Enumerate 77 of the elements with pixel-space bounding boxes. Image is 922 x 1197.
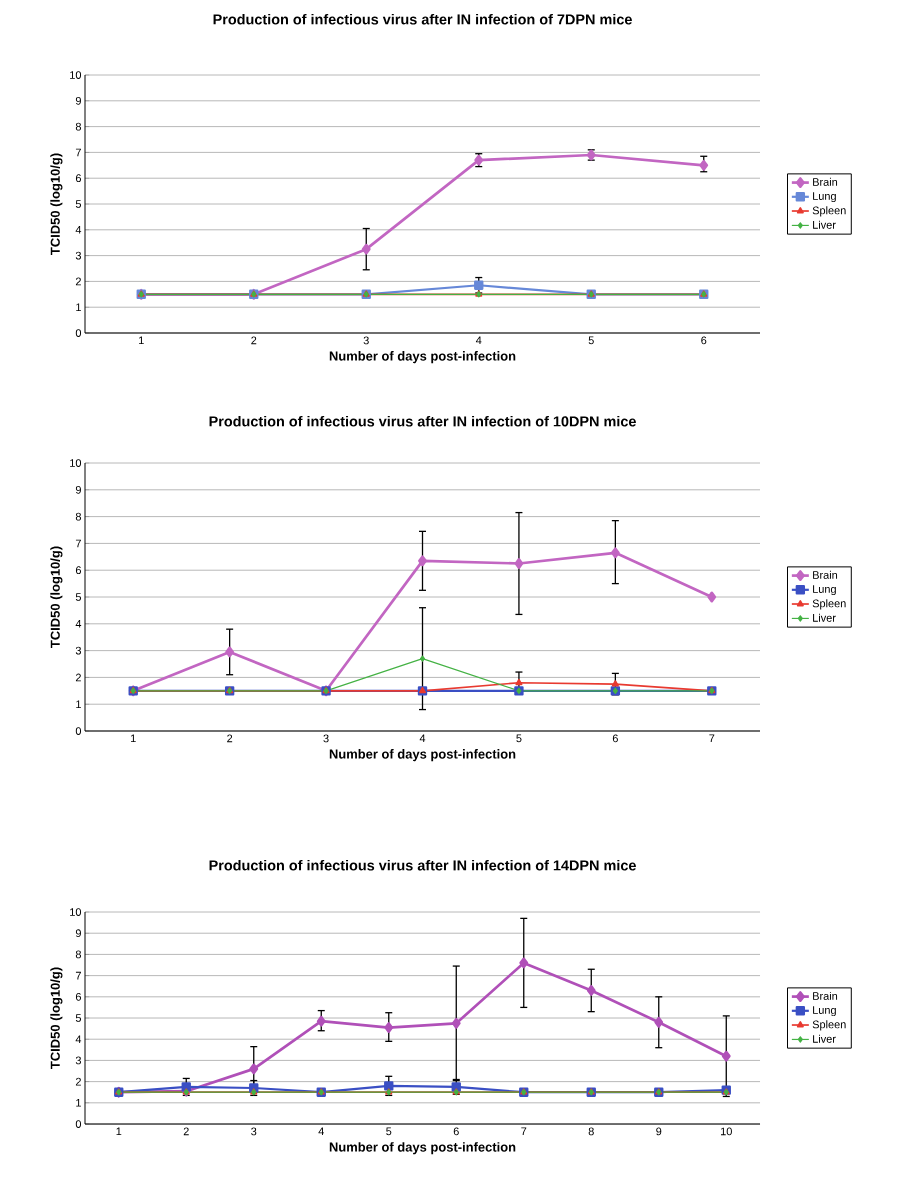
legend-label: Liver xyxy=(813,613,836,622)
chart-title: Production of infectious virus after IN infection of 10DPN mice xyxy=(209,415,636,427)
y-tick-label: 0 xyxy=(75,1120,82,1128)
legend-label: Brain xyxy=(813,177,838,186)
y-tick-label: 9 xyxy=(75,485,81,494)
y-axis-title: TCID50 (log10/g) xyxy=(50,546,63,648)
x-tick-label: 2 xyxy=(183,1127,189,1136)
x-tick-label: 3 xyxy=(251,1127,257,1136)
legend-label: Spleen xyxy=(812,206,846,217)
y-tick-label: 9 xyxy=(75,96,81,105)
x-tick-label: 5 xyxy=(386,1127,392,1136)
y-tick-label: 5 xyxy=(75,200,82,208)
legend-label: Liver xyxy=(813,1034,836,1043)
y-tick-label: 2 xyxy=(75,277,81,286)
y-tick-label: 8 xyxy=(75,950,81,959)
x-tick-label: 9 xyxy=(656,1127,662,1136)
x-tick-label: 4 xyxy=(475,336,482,345)
x-axis-title: Number of days post-infection xyxy=(329,351,516,364)
y-tick-label: 7 xyxy=(75,971,81,980)
x-tick-label: 6 xyxy=(701,336,707,345)
y-tick-label: 8 xyxy=(75,512,81,521)
y-tick-label: 5 xyxy=(75,1014,82,1022)
y-tick-label: 4 xyxy=(75,620,82,628)
y-tick-label: 10 xyxy=(70,908,82,916)
x-tick-label: 10 xyxy=(721,1127,732,1136)
x-tick-label: 6 xyxy=(612,734,618,743)
y-tick-label: 0 xyxy=(75,727,82,735)
x-tick-label: 1 xyxy=(116,1127,122,1136)
y-tick-label: 6 xyxy=(75,566,81,575)
y-axis-title: TCID50 (log10/g) xyxy=(50,967,63,1069)
x-tick-label: 1 xyxy=(131,734,136,743)
y-tick-label: 6 xyxy=(75,174,81,183)
legend-label: Lung xyxy=(813,585,836,596)
y-tick-label: 3 xyxy=(75,646,81,655)
y-tick-label: 2 xyxy=(75,1077,81,1086)
legend-label: Brain xyxy=(813,991,838,1000)
x-tick-label: 4 xyxy=(419,734,426,743)
y-tick-label: 7 xyxy=(75,148,81,157)
x-tick-label: 3 xyxy=(323,734,329,743)
y-tick-label: 10 xyxy=(70,459,82,467)
y-tick-label: 9 xyxy=(75,929,81,938)
legend-label: Spleen xyxy=(812,599,846,610)
x-tick-label: 8 xyxy=(588,1127,594,1136)
y-tick-label: 4 xyxy=(75,226,82,234)
y-tick-label: 5 xyxy=(75,593,82,601)
legend-label: Lung xyxy=(813,192,836,203)
y-tick-label: 4 xyxy=(75,1035,82,1043)
y-tick-label: 1 xyxy=(76,303,81,311)
y-tick-label: 1 xyxy=(76,700,81,708)
legend-label: Brain xyxy=(813,570,838,579)
y-tick-label: 8 xyxy=(75,122,81,131)
x-tick-label: 1 xyxy=(139,336,144,345)
x-tick-label: 7 xyxy=(709,734,715,743)
y-tick-label: 10 xyxy=(70,71,82,79)
y-tick-label: 7 xyxy=(75,539,81,548)
y-tick-label: 6 xyxy=(75,992,81,1001)
x-tick-label: 5 xyxy=(588,336,594,345)
legend-label: Spleen xyxy=(812,1020,846,1031)
y-tick-label: 2 xyxy=(75,673,81,682)
y-axis-title: TCID50 (log10/g) xyxy=(50,153,63,255)
x-tick-label: 6 xyxy=(453,1127,459,1136)
x-tick-label: 5 xyxy=(516,734,522,743)
x-axis-title: Number of days post-infection xyxy=(329,1142,516,1155)
chart-title: Production of infectious virus after IN infection of 7DPN mice xyxy=(213,13,632,25)
x-tick-label: 2 xyxy=(251,336,257,345)
x-tick-label: 3 xyxy=(363,336,369,345)
legend-label: Liver xyxy=(813,220,836,229)
y-tick-label: 0 xyxy=(75,329,82,337)
x-tick-label: 7 xyxy=(521,1127,527,1136)
x-tick-label: 4 xyxy=(318,1127,324,1136)
x-tick-label: 2 xyxy=(227,734,233,743)
chart-title: Production of infectious virus after IN infection of 14DPN mice xyxy=(209,859,636,871)
x-axis-title: Number of days post-infection xyxy=(329,749,516,762)
y-tick-label: 3 xyxy=(75,1056,81,1065)
y-tick-label: 1 xyxy=(76,1099,81,1107)
legend-label: Lung xyxy=(813,1006,836,1017)
y-tick-label: 3 xyxy=(75,251,81,260)
